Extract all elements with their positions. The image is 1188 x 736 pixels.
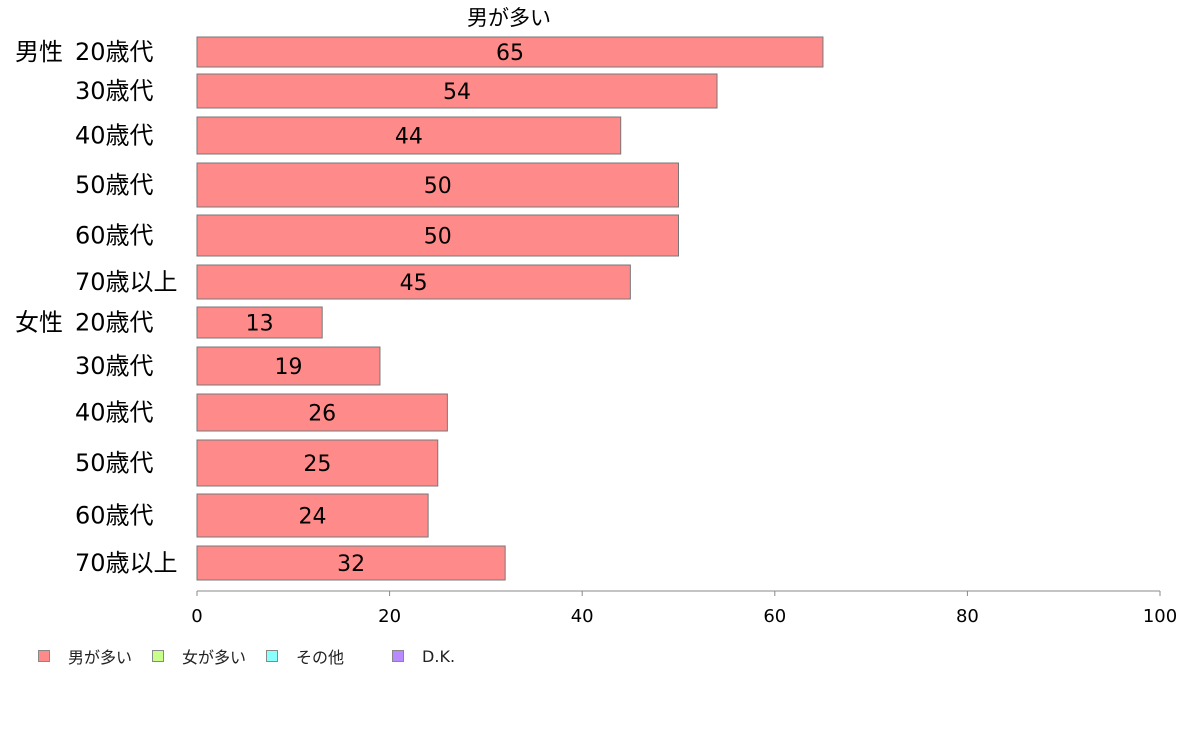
legend-label: 女が多い <box>182 648 247 667</box>
legend-label: その他 <box>296 648 345 667</box>
bar-value-label: 24 <box>299 505 327 530</box>
group-label: 女性 <box>15 309 63 337</box>
bar-value-label: 44 <box>395 125 423 150</box>
legend-label: 男が多い <box>68 648 133 667</box>
bar <box>196 116 622 155</box>
category-label: 40歳代 <box>75 122 154 150</box>
legend-swatch <box>38 650 50 662</box>
bar-value-label: 26 <box>308 402 336 427</box>
bar <box>196 36 824 68</box>
bar-value-label: 50 <box>424 174 452 199</box>
legend-swatch <box>392 650 405 662</box>
bar <box>196 439 439 487</box>
bar <box>196 264 631 300</box>
category-label: 70歳以上 <box>75 268 178 296</box>
legend-item-dk: D.K. <box>392 647 455 666</box>
x-tick-label: 20 <box>378 606 401 627</box>
legend-item-other: その他 <box>266 644 344 668</box>
category-label: 50歳代 <box>75 449 154 477</box>
bar <box>196 545 506 581</box>
category-label: 20歳代 <box>75 38 154 66</box>
chart-title: 男が多い <box>467 6 551 30</box>
bar-value-label: 25 <box>303 452 331 477</box>
x-tick-label: 80 <box>956 606 979 627</box>
legend-label: D.K. <box>422 646 456 666</box>
bar-value-label: 50 <box>424 225 452 250</box>
bar-value-label: 45 <box>400 271 428 296</box>
x-tick-label: 100 <box>1143 606 1177 627</box>
legend-swatch <box>152 650 165 662</box>
legend-item-male-more: 男が多い <box>38 644 132 668</box>
bar <box>196 162 679 208</box>
bar-value-label: 13 <box>246 312 274 337</box>
bar <box>196 73 718 109</box>
bar <box>196 393 448 432</box>
bar-value-label: 54 <box>443 80 471 105</box>
category-label: 60歳代 <box>75 502 154 530</box>
x-tick-label: 0 <box>191 606 202 627</box>
bar-value-label: 65 <box>496 41 524 66</box>
bar <box>196 493 429 538</box>
legend-swatch <box>266 650 279 662</box>
x-tick-label: 60 <box>763 606 786 627</box>
category-label: 30歳代 <box>75 352 154 380</box>
legend-item-female-more: 女が多い <box>152 644 246 668</box>
legend: 男が多い 女が多い その他 D.K. <box>38 645 455 667</box>
category-label: 60歳代 <box>75 222 154 250</box>
bar <box>196 306 323 339</box>
category-label: 70歳以上 <box>75 549 178 577</box>
bar <box>196 346 381 386</box>
x-axis: 0 20 40 60 80 100 <box>191 590 1177 627</box>
category-label: 20歳代 <box>75 309 154 337</box>
bar <box>196 214 679 257</box>
x-tick-label: 40 <box>571 606 594 627</box>
category-label: 40歳代 <box>75 399 154 427</box>
category-label: 30歳代 <box>75 77 154 105</box>
group-label: 男性 <box>15 38 63 66</box>
bar-value-label: 19 <box>274 355 302 380</box>
category-labels: 20歳代男性30歳代40歳代50歳代60歳代70歳以上20歳代女性30歳代40歳… <box>15 38 178 577</box>
category-label: 50歳代 <box>75 171 154 199</box>
bar-value-label: 32 <box>337 552 365 577</box>
